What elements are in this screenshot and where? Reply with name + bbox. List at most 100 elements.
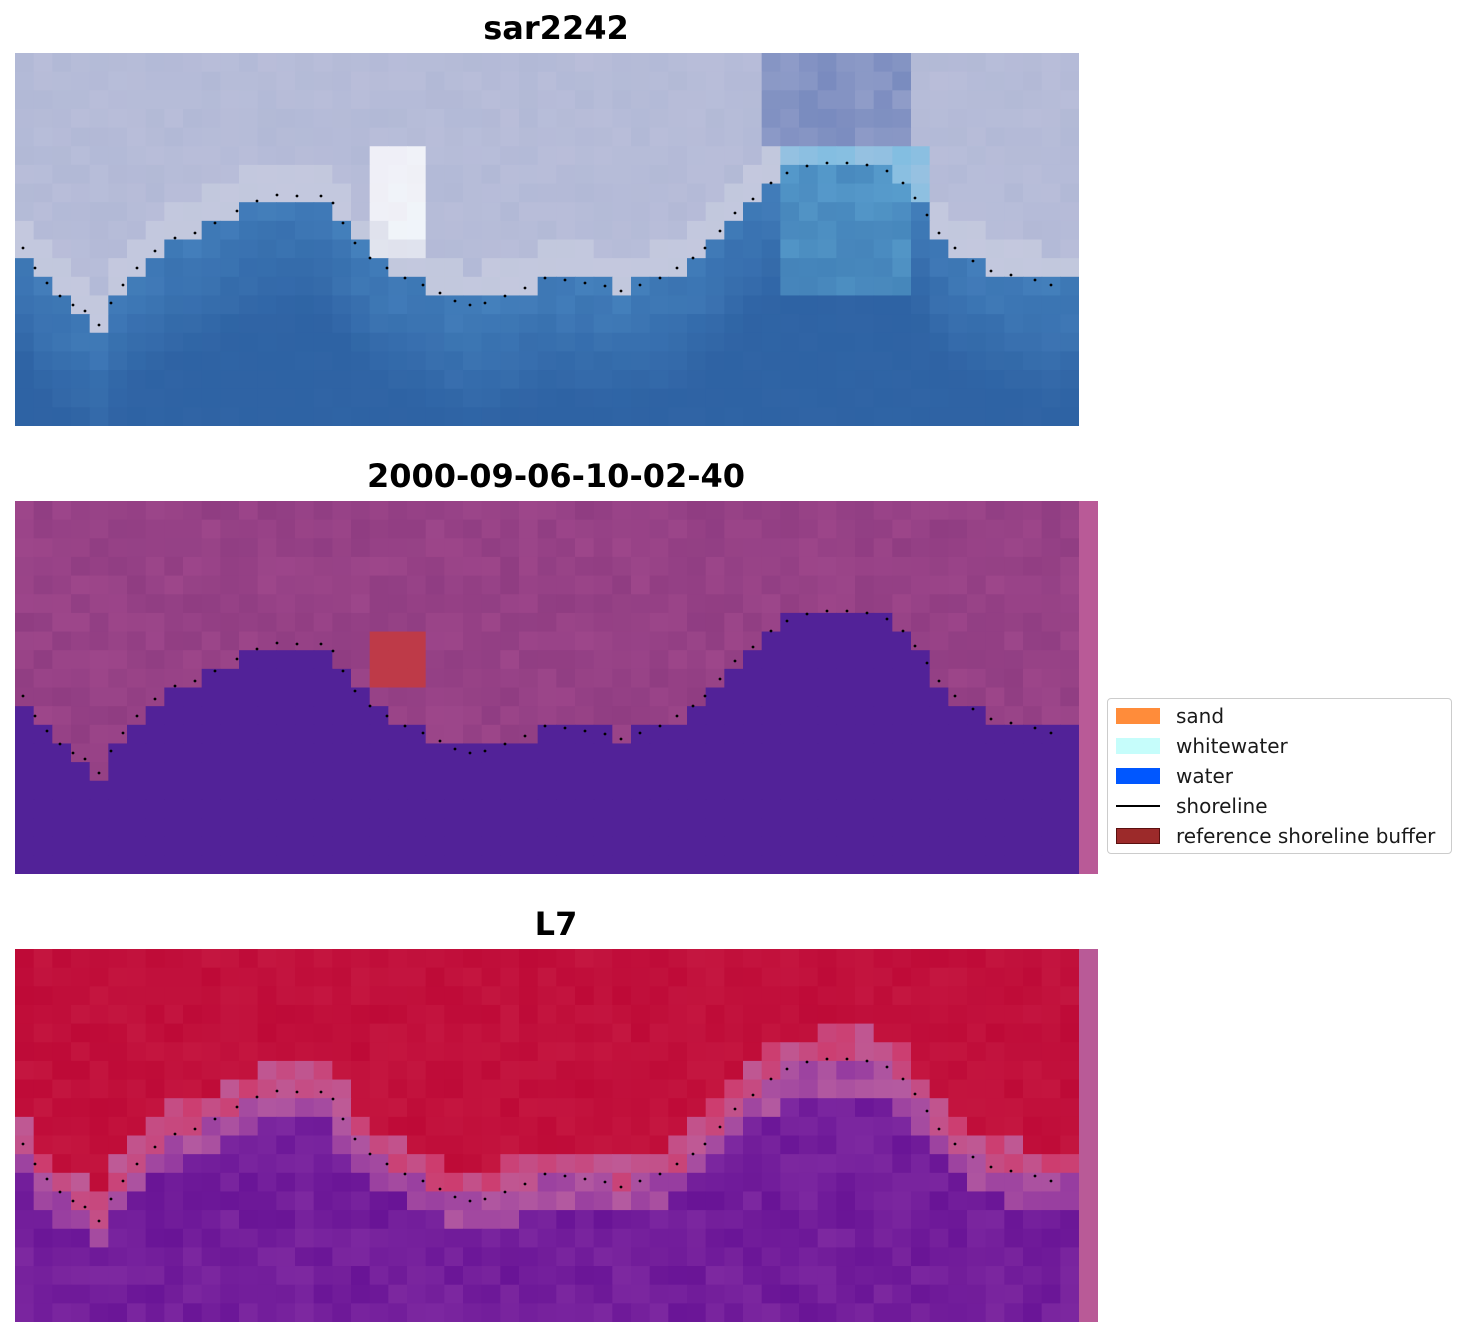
pixel-cell bbox=[687, 164, 707, 185]
pixel-cell bbox=[855, 258, 875, 278]
pixel-cell bbox=[724, 575, 744, 595]
pixel-cell bbox=[1004, 370, 1024, 390]
pixel-cell bbox=[295, 239, 315, 259]
pixel-cell bbox=[799, 388, 819, 408]
pixel-cell bbox=[705, 501, 725, 521]
pixel-cell bbox=[351, 314, 371, 334]
pixel-cell bbox=[556, 1079, 576, 1099]
pixel-cell bbox=[1060, 780, 1080, 800]
pixel-cell bbox=[911, 370, 931, 390]
pixel-cell bbox=[444, 1303, 464, 1322]
pixel-cell bbox=[295, 556, 315, 577]
pixel-cell bbox=[911, 780, 931, 800]
pixel-cell bbox=[873, 650, 893, 670]
pixel-cell bbox=[89, 183, 109, 203]
pixel-cell bbox=[33, 1191, 53, 1211]
pixel-cell bbox=[444, 407, 464, 426]
pixel-cell bbox=[575, 501, 595, 521]
pixel-cell bbox=[1041, 1023, 1061, 1043]
pixel-cell bbox=[108, 388, 128, 408]
pixel-cell bbox=[743, 127, 763, 147]
shoreline-point bbox=[255, 199, 259, 203]
pixel-cell bbox=[201, 706, 221, 726]
pixel-cell bbox=[780, 1303, 800, 1322]
pixel-cell bbox=[761, 220, 781, 241]
pixel-cell bbox=[705, 556, 725, 577]
pixel-cell bbox=[351, 1228, 371, 1248]
pixel-cell bbox=[71, 1135, 91, 1155]
legend-label: reference shoreline buffer bbox=[1176, 824, 1436, 848]
shoreline-point bbox=[805, 1060, 809, 1064]
pixel-cell bbox=[89, 949, 109, 969]
pixel-cell bbox=[631, 258, 651, 278]
pixel-cell bbox=[1041, 743, 1061, 763]
pixel-cell bbox=[89, 743, 109, 763]
pixel-cell bbox=[948, 1154, 968, 1174]
pixel-cell bbox=[1023, 1116, 1043, 1137]
shoreline-point bbox=[109, 749, 113, 753]
pixel-cell bbox=[519, 743, 539, 763]
pixel-cell bbox=[201, 183, 221, 203]
shoreline-point bbox=[825, 609, 829, 613]
pixel-cell bbox=[108, 183, 128, 203]
pixel-cell bbox=[705, 519, 725, 539]
pixel-cell bbox=[911, 314, 931, 334]
pixel-cell bbox=[780, 351, 800, 371]
pixel-cell bbox=[295, 1042, 315, 1062]
pixel-cell bbox=[15, 388, 35, 408]
pixel-cell bbox=[463, 706, 483, 726]
pixel-cell bbox=[220, 668, 240, 689]
pixel-cell bbox=[817, 631, 837, 651]
pixel-cell bbox=[332, 1210, 352, 1230]
pixel-cell bbox=[537, 1228, 557, 1248]
pixel-cell bbox=[892, 1135, 912, 1155]
pixel-cell bbox=[369, 538, 389, 558]
shoreline-point bbox=[173, 684, 177, 688]
pixel-cell bbox=[164, 1154, 184, 1174]
pixel-cell bbox=[239, 220, 259, 241]
pixel-cell bbox=[687, 668, 707, 689]
pixel-cell bbox=[276, 1098, 296, 1118]
pixel-cell bbox=[1060, 90, 1079, 110]
pixel-cell bbox=[351, 967, 371, 987]
pixel-cell bbox=[929, 1228, 949, 1248]
pixel-cell bbox=[220, 762, 240, 782]
pixel-cell bbox=[1041, 1191, 1061, 1211]
pixel-cell bbox=[444, 1247, 464, 1267]
pixel-cell bbox=[500, 407, 520, 426]
pixel-cell bbox=[145, 1191, 165, 1211]
pixel-cell bbox=[836, 967, 856, 987]
pixel-cell bbox=[15, 986, 35, 1006]
pixel-cell bbox=[500, 1098, 520, 1118]
pixel-cell bbox=[127, 1060, 147, 1081]
pixel-cell bbox=[1060, 1060, 1080, 1081]
pixel-cell bbox=[799, 1191, 819, 1211]
pixel-cell bbox=[967, 314, 987, 334]
pixel-cell bbox=[463, 314, 483, 334]
pixel-cell bbox=[463, 127, 483, 147]
pixel-cell bbox=[52, 612, 72, 633]
pixel-cell bbox=[407, 127, 427, 147]
pixel-cell bbox=[89, 1079, 109, 1099]
pixel-cell bbox=[1004, 1228, 1024, 1248]
pixel-cell bbox=[52, 239, 72, 259]
pixel-cell bbox=[52, 818, 72, 838]
pixel-cell bbox=[929, 501, 949, 521]
pixel-cell bbox=[1041, 332, 1061, 352]
pixel-cell bbox=[332, 687, 352, 707]
pixel-cell bbox=[649, 1247, 669, 1267]
pixel-cell bbox=[276, 650, 296, 670]
shoreline-point bbox=[483, 749, 487, 753]
pixel-cell bbox=[519, 799, 539, 819]
pixel-cell bbox=[127, 818, 147, 838]
pixel-cell bbox=[631, 71, 651, 91]
pixel-cell bbox=[425, 220, 445, 241]
pixel-cell bbox=[276, 706, 296, 726]
pixel-cell bbox=[220, 949, 240, 969]
pixel-cell bbox=[668, 220, 688, 241]
pixel-cell bbox=[407, 276, 427, 297]
pixel-cell bbox=[481, 687, 501, 707]
pixel-cell bbox=[855, 239, 875, 259]
pixel-cell bbox=[388, 612, 408, 633]
pixel-cell bbox=[799, 762, 819, 782]
